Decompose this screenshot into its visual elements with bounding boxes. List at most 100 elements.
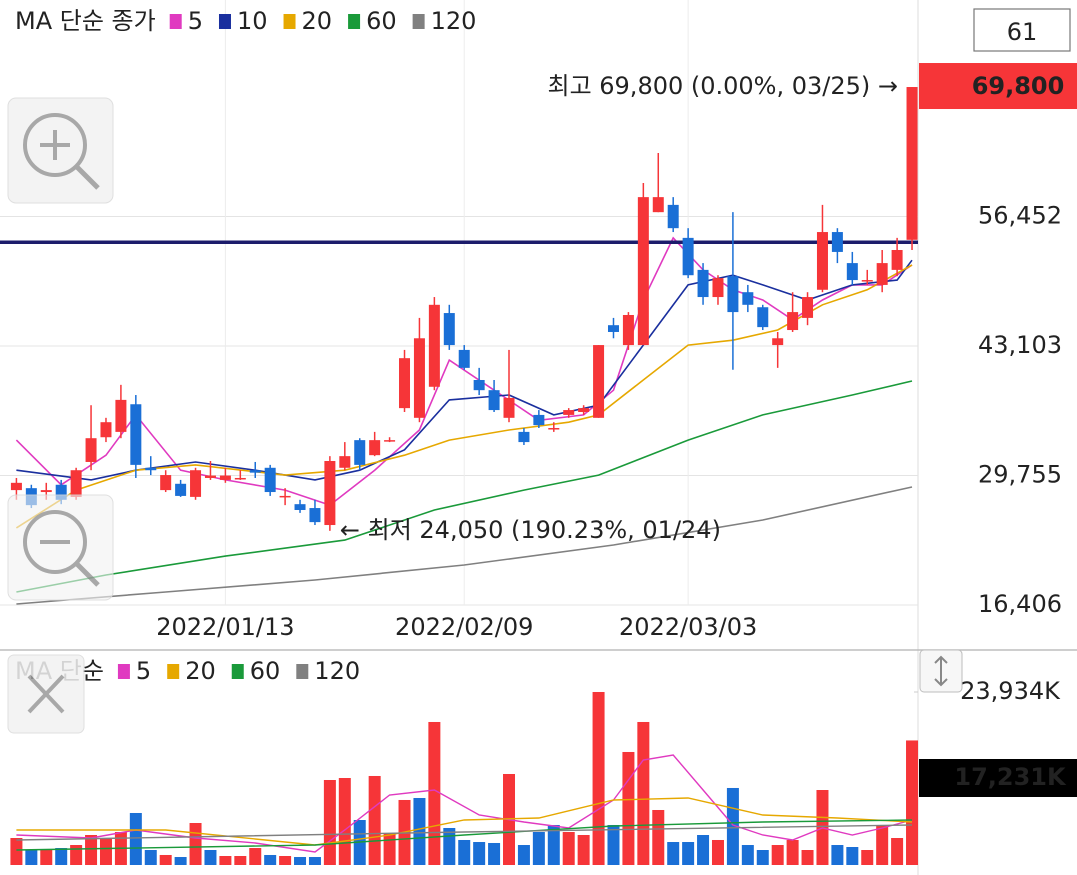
volume-bar <box>174 857 187 865</box>
candle-body <box>294 504 306 510</box>
volume-bar <box>846 847 859 865</box>
volume-bar <box>323 779 336 865</box>
volume-bar <box>592 691 605 865</box>
legend-swatch <box>167 664 180 679</box>
candle-body <box>593 345 605 418</box>
y-tick-label: 16,406 <box>978 590 1062 618</box>
icon <box>934 678 948 687</box>
candle-body <box>145 467 157 471</box>
volume-bar <box>219 856 232 865</box>
legend-swatch <box>296 664 309 679</box>
candle-body <box>787 312 799 331</box>
candle-body <box>518 431 530 443</box>
volume-bar <box>458 839 471 865</box>
volume-bar <box>801 850 814 865</box>
volume-bar <box>159 854 172 865</box>
y-tick-label: 23,934K <box>960 677 1061 705</box>
volume-bar <box>756 850 769 865</box>
count-box <box>973 8 1071 52</box>
icon <box>23 113 87 177</box>
volume-bar <box>517 845 530 865</box>
volume-bar <box>99 838 112 865</box>
candle-body <box>578 408 590 413</box>
volume-bar <box>279 856 292 865</box>
candle-body <box>712 278 724 298</box>
candle-body <box>846 263 858 281</box>
icon <box>75 562 100 587</box>
legend-label: 20 <box>302 7 333 35</box>
candle-body <box>906 87 918 240</box>
candle-body <box>772 338 784 346</box>
candle-body <box>443 313 455 346</box>
candle-body <box>175 483 187 496</box>
legend-swatch <box>283 14 296 29</box>
candle-body <box>55 484 67 500</box>
candle-body <box>100 422 112 438</box>
candle-body <box>816 232 828 290</box>
volume-bar <box>891 838 904 865</box>
volume-bar <box>443 827 456 865</box>
volume-bar <box>906 740 919 865</box>
candle-body <box>831 232 843 252</box>
candle-body <box>130 404 142 465</box>
candle-body <box>488 390 500 411</box>
legend-swatch <box>117 664 130 679</box>
close-button[interactable] <box>7 654 85 734</box>
volume-tag-bg <box>919 759 1077 797</box>
volume-bar <box>607 824 620 865</box>
candle-body <box>10 482 22 491</box>
volume-bar <box>338 778 351 865</box>
volume-bar <box>189 823 202 865</box>
volume-bar <box>25 850 38 865</box>
resize-button[interactable] <box>919 649 963 693</box>
volume-bar <box>55 848 68 865</box>
candle-body <box>652 197 664 213</box>
legend-label: 60 <box>250 657 281 685</box>
volume-tag: 17,231K <box>954 763 1067 791</box>
zoom-out-button[interactable] <box>7 494 114 601</box>
volume-bar <box>771 845 784 865</box>
zoom-in-button[interactable] <box>7 97 114 204</box>
candle-body <box>861 280 873 282</box>
icon <box>934 655 948 664</box>
candle-body <box>384 440 396 442</box>
candle-body <box>563 410 575 415</box>
y-tick-label: 56,452 <box>978 202 1062 230</box>
candle-body <box>682 237 694 276</box>
volume-bar <box>234 856 247 865</box>
candle-body <box>622 314 634 346</box>
legend-label: 120 <box>314 657 360 685</box>
legend-label: 20 <box>185 657 216 685</box>
candle-body <box>413 338 425 418</box>
y-tick-label: 43,103 <box>978 331 1062 359</box>
icon <box>75 165 100 190</box>
candle-body <box>503 397 515 418</box>
volume-bar <box>831 845 844 865</box>
price-tag-bg <box>919 63 1077 110</box>
volume-bar <box>413 797 426 865</box>
candle-body <box>399 358 411 409</box>
legend-swatch <box>348 14 361 29</box>
volume-bar <box>428 721 441 865</box>
candle-body <box>369 440 381 456</box>
price-tag: 69,800 <box>972 72 1065 100</box>
candle-body <box>324 460 336 526</box>
candle-body <box>742 292 754 305</box>
candle-body <box>339 456 351 468</box>
volume-bar <box>129 812 142 865</box>
legend-label: 120 <box>431 7 477 35</box>
volume-bar <box>861 850 874 865</box>
legend-label: 5 <box>188 7 203 35</box>
volume-bar <box>667 842 680 865</box>
candle-body <box>428 304 440 387</box>
legend-title: MA 단순 종가 <box>15 7 156 35</box>
volume-bar <box>637 721 650 865</box>
ma-line <box>16 259 913 481</box>
candle-body <box>190 470 202 497</box>
ma-line <box>16 380 913 593</box>
volume-bar <box>383 833 396 865</box>
icon <box>27 674 65 714</box>
legend-label: 10 <box>237 7 268 35</box>
